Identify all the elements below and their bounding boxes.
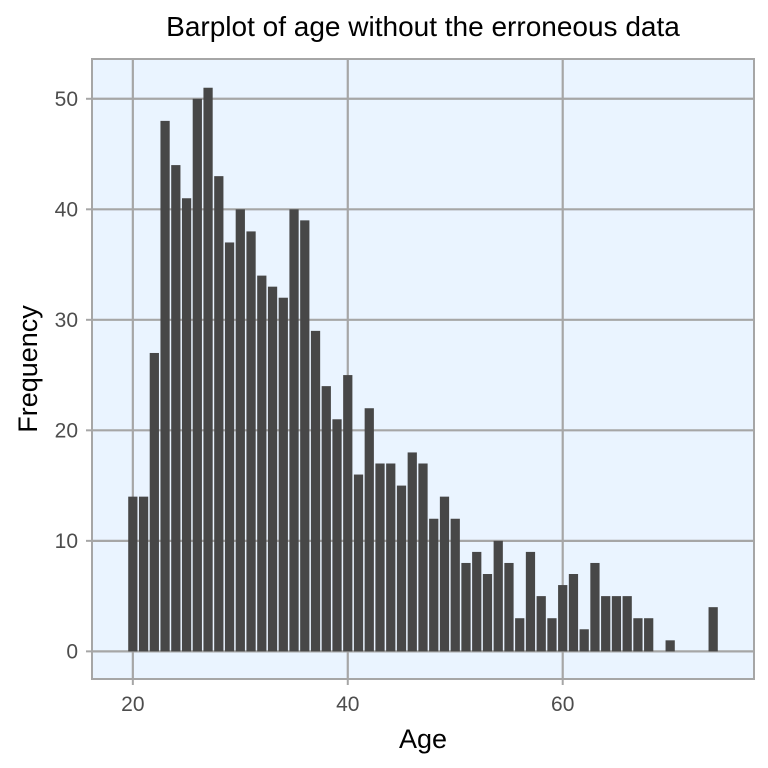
- bar: [407, 452, 417, 652]
- y-tick-label: 30: [55, 309, 78, 332]
- x-tick-label: 40: [336, 693, 359, 716]
- bar: [149, 352, 159, 652]
- bar: [386, 463, 396, 652]
- bar: [429, 518, 439, 652]
- bar: [171, 165, 181, 652]
- bar: [665, 640, 675, 652]
- bar: [547, 618, 557, 652]
- bar: [138, 496, 149, 652]
- bar: [257, 275, 267, 652]
- bar: [364, 408, 374, 652]
- bar: [515, 618, 525, 652]
- bar: [439, 496, 450, 652]
- bar: [450, 518, 460, 652]
- bar: [482, 574, 493, 652]
- bar: [611, 596, 622, 652]
- bar: [418, 463, 428, 652]
- plot-border: [91, 58, 755, 680]
- bar: [332, 419, 342, 652]
- bar: [203, 87, 213, 652]
- bar: [568, 574, 579, 652]
- x-tick-label: 60: [551, 693, 574, 716]
- bar: [181, 198, 192, 652]
- bar: [708, 607, 718, 652]
- bar: [590, 562, 600, 652]
- bar: [289, 209, 299, 652]
- bar: [214, 176, 224, 652]
- bar: [224, 242, 235, 652]
- y-tick-label: 50: [55, 88, 78, 111]
- bar: [558, 585, 568, 652]
- bar: [300, 220, 310, 652]
- bar: [622, 596, 632, 652]
- bar: [644, 618, 654, 652]
- bar: [343, 375, 353, 652]
- y-axis-ticks: 0 10 20 30 40 50: [55, 88, 92, 663]
- bar: [375, 463, 385, 652]
- y-tick-label: 40: [55, 198, 78, 221]
- bar: [536, 596, 546, 652]
- bar: [160, 120, 170, 652]
- bar: [579, 629, 589, 652]
- bar: [525, 551, 536, 652]
- bar: [267, 286, 278, 652]
- bar: [633, 618, 643, 652]
- bar: [504, 562, 514, 652]
- x-tick-label: 20: [121, 693, 144, 716]
- grid-lines: [92, 59, 754, 679]
- bar: [235, 209, 245, 652]
- bar: [601, 596, 611, 652]
- bar: [246, 231, 256, 652]
- bar: [192, 98, 202, 652]
- y-tick-label: 20: [55, 419, 78, 442]
- bar: [353, 474, 364, 652]
- bar: [493, 540, 503, 652]
- y-tick-label: 10: [55, 530, 78, 553]
- chart-title: Barplot of age without the erroneous dat…: [166, 11, 680, 42]
- x-axis-ticks: 20 40 60: [121, 679, 574, 716]
- bar: [461, 562, 471, 652]
- x-axis-label: Age: [399, 724, 447, 754]
- bar: [396, 485, 407, 652]
- bar: [278, 297, 288, 652]
- y-axis-label: Frequency: [13, 305, 43, 433]
- bar: [128, 496, 138, 652]
- bars: [128, 87, 718, 652]
- bar: [310, 330, 321, 652]
- bar: [321, 386, 331, 652]
- bar: [472, 551, 482, 652]
- y-tick-label: 0: [66, 640, 78, 663]
